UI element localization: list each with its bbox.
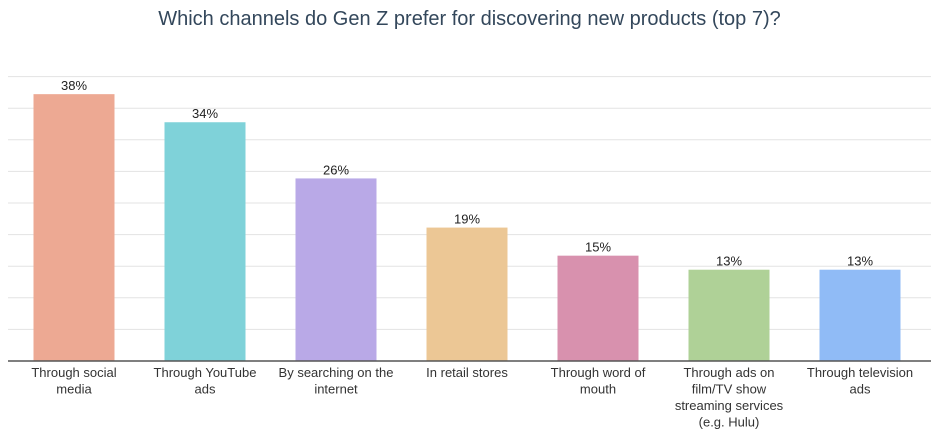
category-label: Through ads on film/TV show streaming serv… — [675, 365, 784, 430]
bar — [688, 269, 770, 361]
bar — [164, 122, 246, 361]
value-label: 13% — [847, 254, 873, 269]
chart-title: Which channels do Gen Z prefer for disco… — [158, 8, 781, 30]
category-label: Through word of mouth — [551, 365, 646, 397]
value-label: 34% — [192, 106, 218, 121]
bar — [426, 227, 508, 361]
category-label: Through social media — [31, 365, 116, 397]
bar — [33, 94, 115, 362]
value-label: 26% — [323, 162, 349, 177]
bar — [819, 269, 901, 361]
bars — [33, 94, 901, 362]
value-label: 13% — [716, 254, 742, 269]
bar — [557, 255, 639, 361]
value-label: 19% — [454, 212, 480, 227]
category-labels: Through social media Through YouTube ads By … — [31, 365, 913, 430]
value-label: 15% — [585, 240, 611, 255]
value-label: 38% — [61, 78, 87, 93]
bar — [295, 178, 377, 361]
category-label: Through television ads — [807, 365, 913, 397]
category-label: By searching on the internet — [279, 365, 394, 397]
category-label: In retail stores — [426, 365, 508, 380]
category-label: Through YouTube ads — [154, 365, 257, 397]
value-labels: 38% 34% 26% 19% 15% 13% 13% — [61, 78, 873, 269]
